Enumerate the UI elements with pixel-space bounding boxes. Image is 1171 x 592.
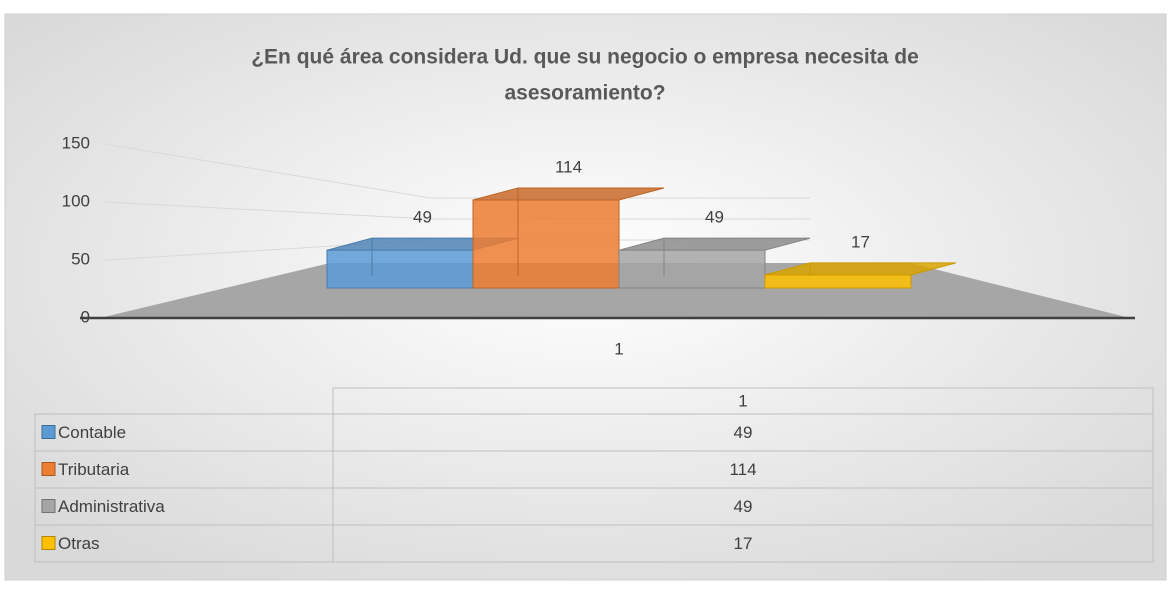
data-label: 49 (705, 208, 724, 227)
legend-label: Tributaria (58, 460, 130, 479)
table-value: 49 (734, 423, 753, 442)
legend-label: Administrativa (58, 497, 165, 516)
data-label: 49 (413, 208, 432, 227)
legend-key (41, 499, 56, 513)
table-value: 114 (729, 460, 756, 479)
bar-face (618, 249, 766, 289)
chart-title: ¿En qué área considera Ud. que su negoci… (251, 46, 919, 69)
table-row (332, 524, 1154, 563)
bar-face (764, 274, 912, 289)
legend-label: Otras (58, 534, 100, 553)
data-label: 17 (851, 232, 870, 251)
table-value: 49 (734, 497, 753, 516)
legend-key (41, 462, 56, 476)
table-header: 1 (738, 391, 747, 410)
grid-line (104, 201, 431, 220)
legend-key (41, 425, 56, 439)
bar (618, 237, 811, 289)
legend-label: Contable (58, 423, 126, 442)
grid-line (104, 143, 431, 199)
legend-key (41, 536, 56, 550)
y-tick-label: 50 (71, 249, 90, 268)
y-tick-label: 100 (62, 191, 90, 210)
table-value: 17 (734, 534, 753, 553)
bar (472, 187, 665, 289)
bar-face (326, 249, 474, 289)
bar-face (472, 199, 620, 289)
chart-title: asesoramiento? (504, 82, 665, 105)
y-tick-label: 150 (62, 133, 90, 152)
x-tick-label: 1 (614, 339, 623, 358)
bar (764, 262, 957, 289)
data-label: 114 (555, 157, 582, 176)
